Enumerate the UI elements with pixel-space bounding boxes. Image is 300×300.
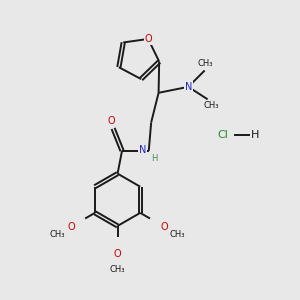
Text: Cl: Cl: [218, 130, 228, 140]
Text: O: O: [160, 222, 168, 232]
Text: CH₃: CH₃: [203, 101, 219, 110]
Text: O: O: [114, 249, 122, 259]
Text: N: N: [139, 145, 146, 155]
Text: N: N: [184, 82, 192, 92]
Text: H: H: [250, 130, 259, 140]
Text: O: O: [67, 222, 75, 232]
Text: CH₃: CH₃: [170, 230, 185, 239]
Text: O: O: [108, 116, 116, 126]
Text: O: O: [144, 34, 152, 44]
Text: CH₃: CH₃: [197, 59, 213, 68]
Text: CH₃: CH₃: [110, 265, 125, 274]
Text: CH₃: CH₃: [50, 230, 65, 239]
Text: H: H: [151, 154, 157, 163]
